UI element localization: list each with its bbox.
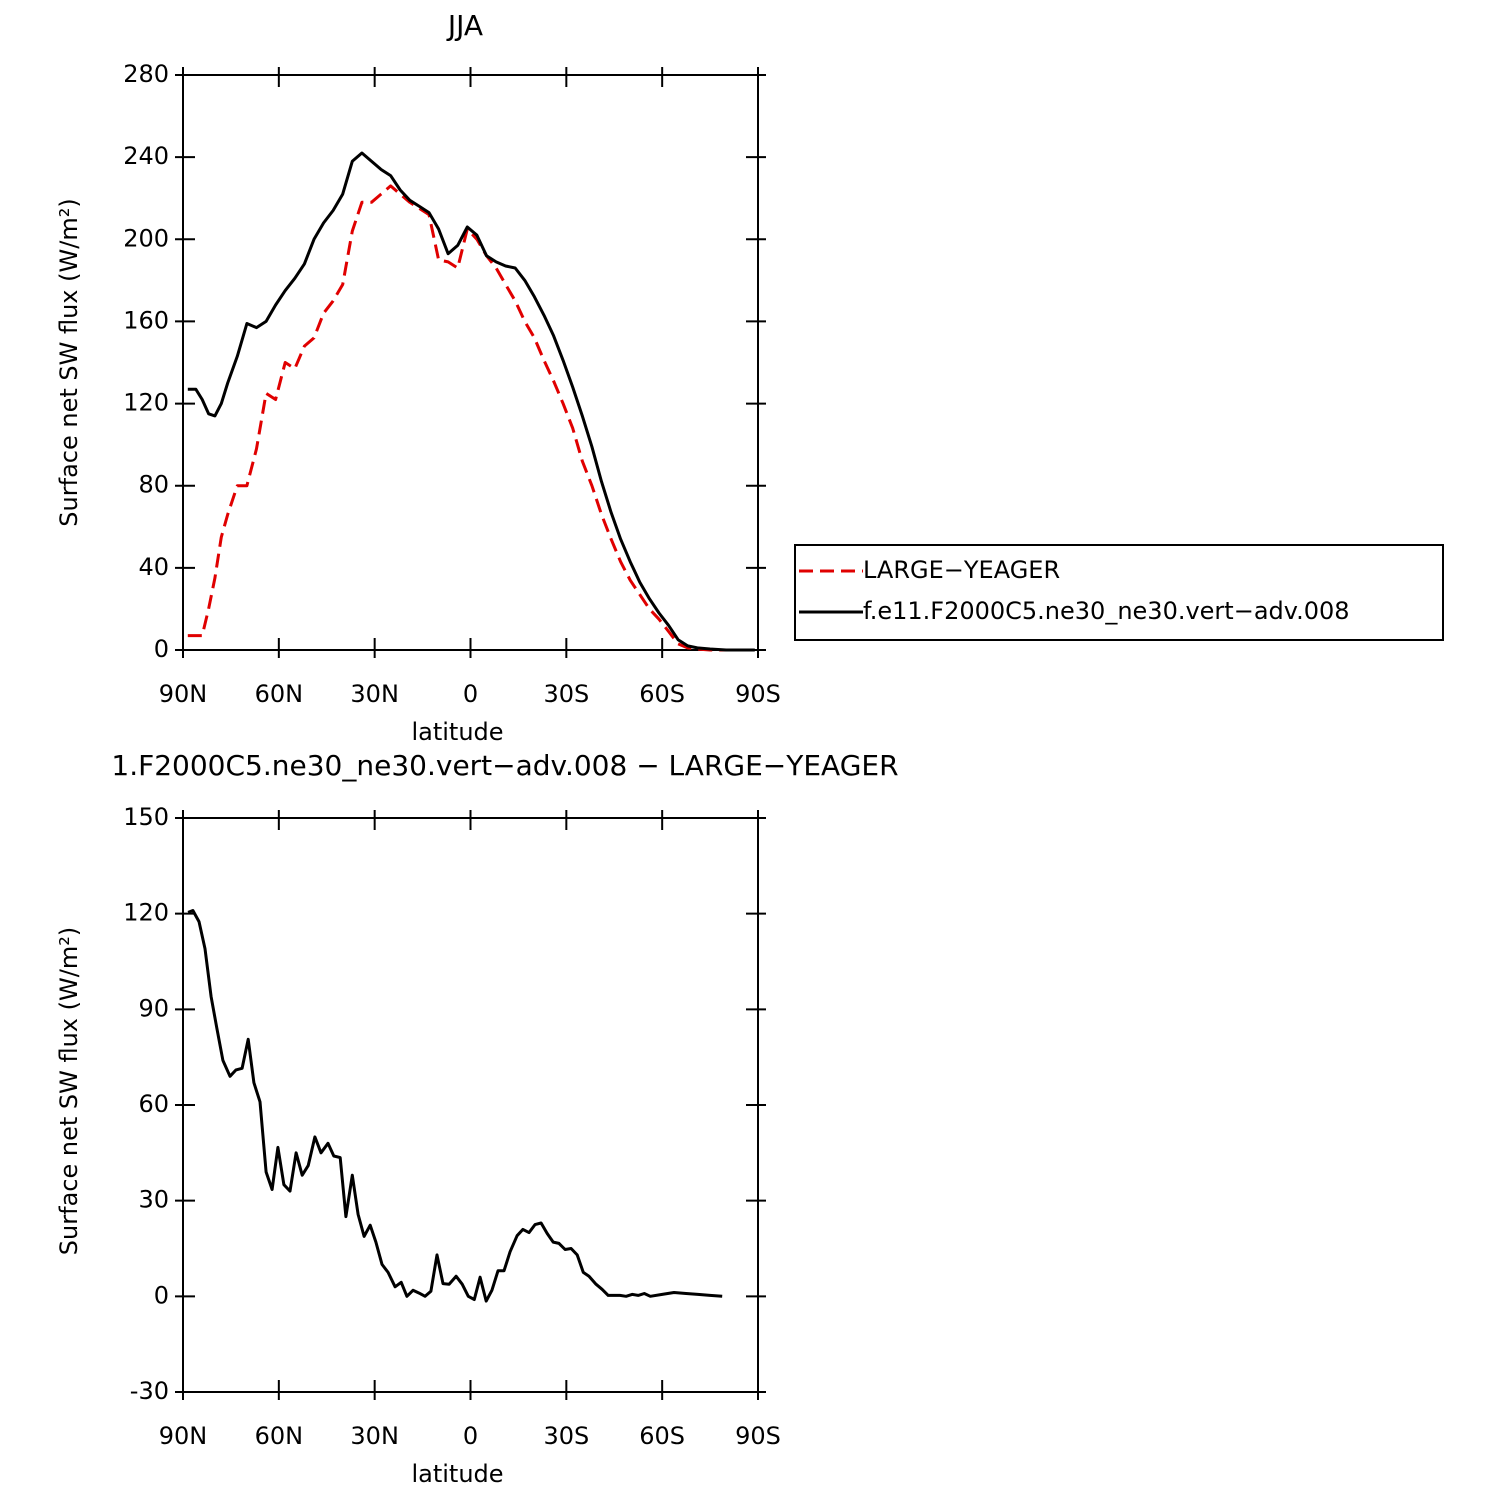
y-tick-label: 160 (123, 306, 169, 334)
x-axis-label: latitude (411, 718, 503, 746)
x-tick-label: 90S (735, 680, 781, 708)
legend-box (794, 544, 1444, 641)
y-tick-label: 60 (138, 1090, 169, 1118)
y-tick-label: 80 (138, 471, 169, 499)
legend-label: f.e11.F2000C5.ne30_ne30.vert−adv.008 (863, 597, 1350, 625)
y-tick-label: 120 (123, 389, 169, 417)
x-tick-label: 0 (463, 1422, 478, 1450)
data-line (187, 184, 755, 652)
y-tick-label: -30 (130, 1377, 169, 1405)
y-axis-label: Surface net SW flux (W/m²) (55, 198, 83, 526)
chart-title: 1.F2000C5.ne30_ne30.vert−adv.008 − LARGE… (111, 749, 898, 782)
y-tick-label: 0 (154, 1281, 169, 1309)
x-axis-label: latitude (411, 1460, 503, 1488)
x-tick-label: 90N (159, 1422, 208, 1450)
y-tick-label: 150 (123, 803, 169, 831)
x-tick-label: 60N (255, 680, 304, 708)
y-tick-label: 90 (138, 994, 169, 1022)
plot-frame (182, 817, 759, 1393)
x-tick-label: 0 (463, 680, 478, 708)
legend-label: LARGE−YEAGER (863, 556, 1060, 584)
x-tick-label: 30N (350, 1422, 399, 1450)
y-tick-label: 0 (154, 635, 169, 663)
plot-frame (182, 74, 759, 651)
x-tick-label: 90S (735, 1422, 781, 1450)
y-tick-label: 200 (123, 224, 169, 252)
chart-title: JJA (446, 9, 483, 42)
x-tick-label: 60S (639, 1422, 685, 1450)
x-tick-label: 60N (255, 1422, 304, 1450)
x-tick-label: 90N (159, 680, 208, 708)
x-tick-label: 30S (543, 1422, 589, 1450)
data-line (187, 151, 755, 652)
y-tick-label: 30 (138, 1186, 169, 1214)
x-tick-label: 60S (639, 680, 685, 708)
x-tick-label: 30N (350, 680, 399, 708)
y-tick-label: 40 (138, 553, 169, 581)
y-axis-label: Surface net SW flux (W/m²) (55, 927, 83, 1255)
y-tick-label: 240 (123, 142, 169, 170)
y-tick-label: 280 (123, 60, 169, 88)
data-line (187, 909, 723, 1303)
y-tick-label: 120 (123, 899, 169, 927)
x-tick-label: 30S (543, 680, 589, 708)
